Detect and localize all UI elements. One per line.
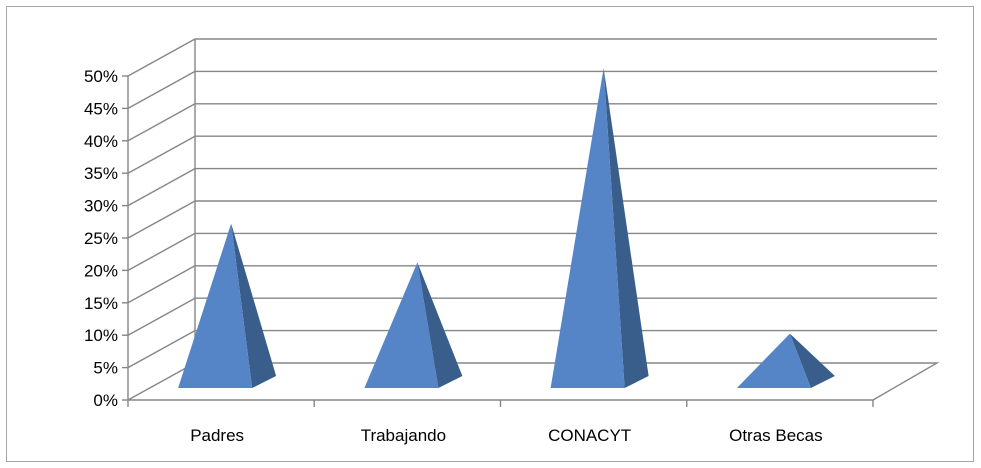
pyramid-trabajando: [364, 262, 463, 388]
x-category-label: CONACYT: [548, 426, 631, 445]
gridline-side: [127, 200, 196, 239]
x-axis-labels: Padres Trabajando CONACYT Otras Becas: [190, 426, 822, 445]
gridline-side: [127, 135, 196, 174]
y-tick-label: 5%: [93, 359, 118, 378]
floor: [127, 362, 940, 401]
pyramid-front-face: [178, 223, 253, 388]
gridline-side: [127, 232, 196, 272]
gridline-side: [127, 329, 196, 369]
y-tick-label: 30%: [84, 197, 118, 216]
pyramid-side-face: [231, 223, 277, 388]
y-tick-label: 15%: [84, 294, 118, 313]
pyramid-side-face: [789, 333, 835, 388]
pyramid-conacyt: [550, 68, 649, 388]
axes: [122, 39, 874, 407]
pyramid-marks: [178, 68, 835, 388]
y-tick-label: 35%: [84, 164, 118, 183]
y-tick-label: 25%: [84, 229, 118, 248]
y-tick-label: 50%: [84, 67, 118, 86]
x-category-label: Trabajando: [361, 426, 446, 445]
gridline-side: [127, 265, 196, 304]
gridline-side: [127, 297, 196, 336]
gridline-side: [127, 103, 196, 142]
gridline-side: [127, 70, 196, 110]
y-tick-label: 0%: [93, 391, 118, 410]
y-tick-label: 40%: [84, 132, 118, 151]
gridline-side: [127, 167, 196, 207]
pyramid-side-face: [603, 68, 649, 388]
pyramid-front-face: [550, 68, 625, 388]
x-category-label: Otras Becas: [729, 426, 823, 445]
gridline-side: [127, 38, 196, 77]
pyramid-front-face: [364, 262, 439, 388]
pyramid-padres: [178, 223, 277, 388]
y-axis-ticks: 0% 5% 10% 15% 20% 25% 30% 35% 40% 45% 50%: [84, 67, 118, 410]
pyramid-front-face: [736, 333, 811, 388]
pyramid-otras-becas: [736, 333, 835, 388]
pyramid-side-face: [417, 262, 463, 388]
grid-lines: [127, 38, 940, 401]
y-tick-label: 10%: [84, 326, 118, 345]
y-tick-label: 45%: [84, 99, 118, 118]
y-tick-label: 20%: [84, 261, 118, 280]
x-category-label: Padres: [190, 426, 244, 445]
